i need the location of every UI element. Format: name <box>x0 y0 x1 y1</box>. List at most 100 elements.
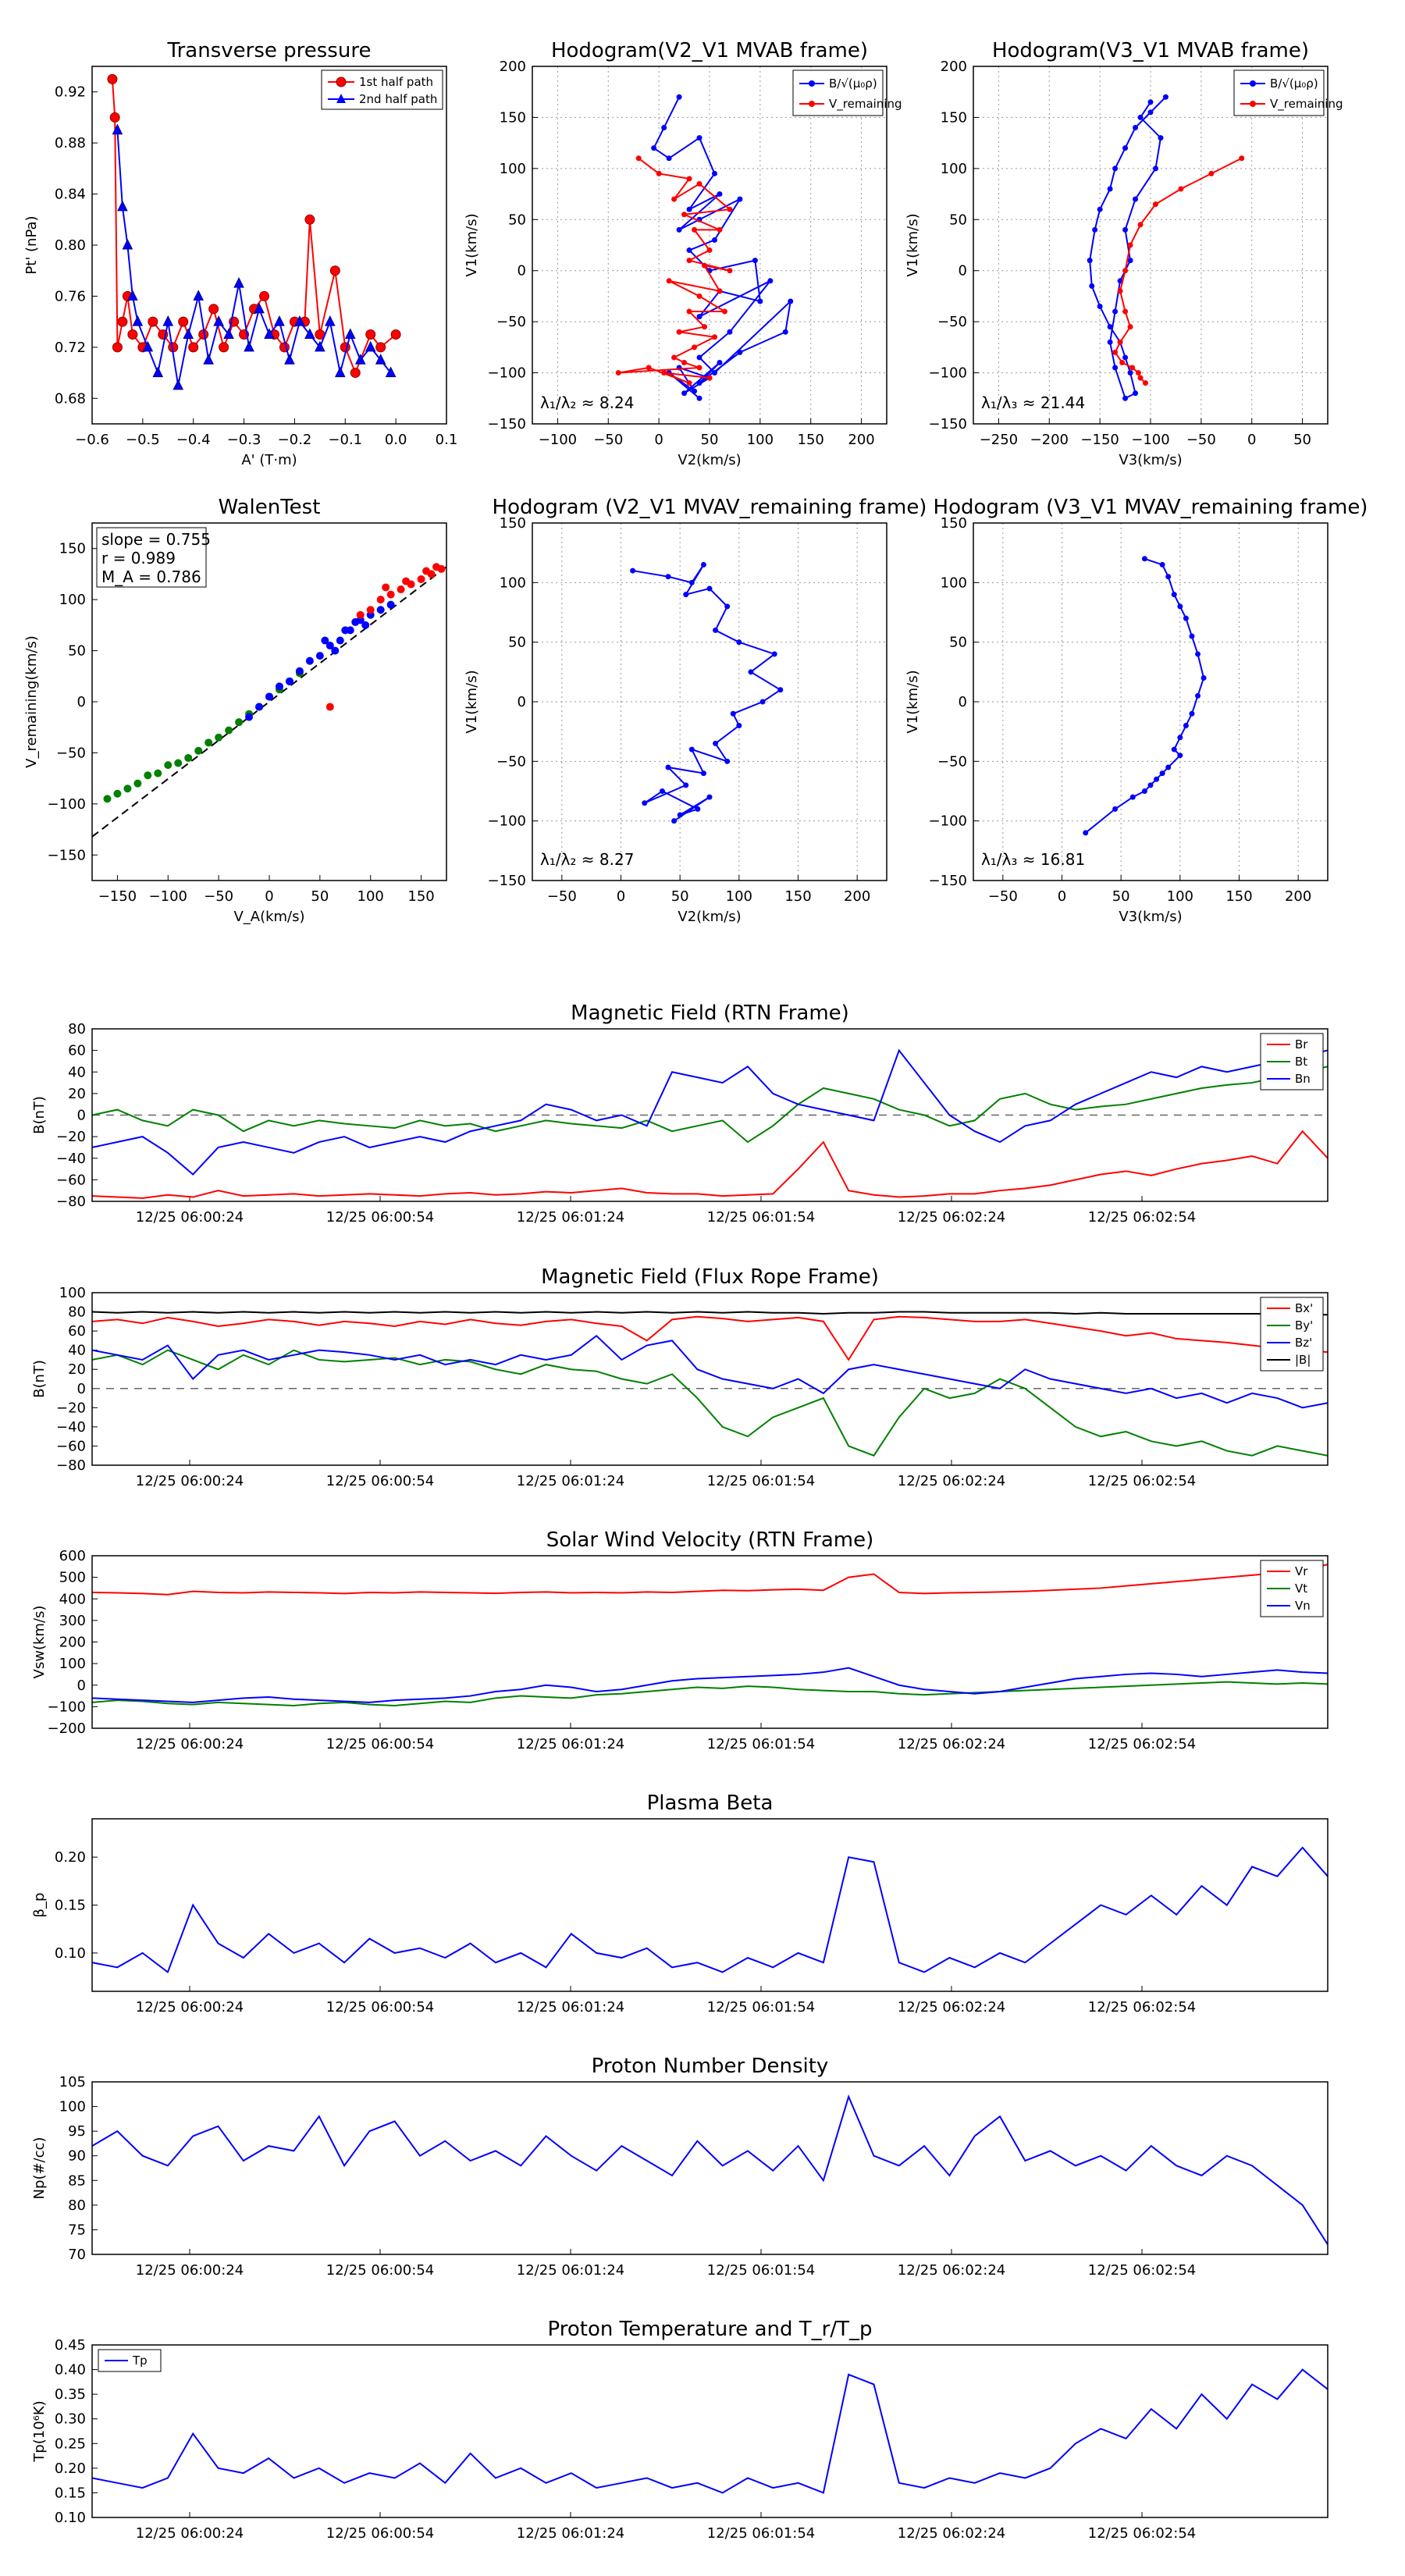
x-tick-label: 12/25 06:01:54 <box>707 1209 815 1226</box>
data-point <box>695 806 701 812</box>
data-point <box>1189 633 1195 639</box>
y-tick-label: −150 <box>929 416 967 432</box>
legend-marker <box>336 76 347 87</box>
data-point <box>677 812 683 818</box>
data-point <box>671 354 678 361</box>
y-tick-label: 150 <box>500 515 526 532</box>
y-tick-label: 75 <box>68 2222 86 2238</box>
data-point <box>711 170 717 176</box>
legend-label: Vn <box>1295 1599 1311 1613</box>
data-point <box>615 370 621 376</box>
data-point <box>382 583 390 592</box>
data-point <box>1137 222 1144 228</box>
y-tick-label: 0 <box>77 1381 86 1397</box>
data-point <box>1158 135 1164 141</box>
y-axis-label: V1(km/s) <box>464 213 480 276</box>
hodogram_v2v1_mvab-panel: −100 −50 0 50 100 150 200 −150 −100 −50 0 50 100 150 2… <box>464 39 902 468</box>
data-point <box>1087 258 1093 264</box>
x-tick-label: 12/25 06:02:24 <box>898 1736 1005 1752</box>
data-point <box>284 354 295 365</box>
data-point <box>417 575 425 583</box>
y-tick-label: 60 <box>68 1323 86 1340</box>
y-tick-label: 200 <box>500 59 526 75</box>
y-tick-label: 85 <box>68 2172 86 2189</box>
x-axis-label: A' (T·m) <box>241 452 297 468</box>
data-point <box>325 642 334 650</box>
data-point <box>1089 283 1095 289</box>
data-point <box>692 226 698 233</box>
x-tick-label: 12/25 06:02:54 <box>1088 1209 1196 1226</box>
y-axis-label: Pt' (nPa) <box>23 215 40 274</box>
y-tick-label: −200 <box>48 1720 86 1737</box>
legend-label: Bt <box>1295 1055 1307 1069</box>
data-point <box>208 304 219 315</box>
y-tick-label: 0.20 <box>55 2460 86 2477</box>
x-tick-label: 12/25 06:02:24 <box>898 2262 1005 2279</box>
x-tick-label: 0 <box>654 432 663 448</box>
data-point <box>305 656 314 665</box>
y-tick-label: 0.30 <box>55 2411 86 2428</box>
data-point <box>1129 365 1136 371</box>
series-line <box>632 564 782 822</box>
data-point <box>325 315 336 326</box>
data-point <box>329 265 340 276</box>
data-point <box>315 652 324 660</box>
series-line-tp <box>92 2368 1328 2494</box>
x-tick-label: 12/25 06:00:24 <box>136 1999 244 2016</box>
x-tick-label: −250 <box>980 432 1018 448</box>
data-point <box>661 370 667 376</box>
data-point <box>696 365 702 371</box>
data-point <box>1165 764 1172 770</box>
data-point <box>103 795 112 803</box>
plot-area <box>92 2094 1328 2245</box>
legend-label: V_remaining <box>829 97 902 112</box>
series-line-br <box>92 1130 1328 1199</box>
data-point <box>304 328 315 339</box>
y-tick-label: 105 <box>59 2074 86 2090</box>
legend-label: Bn <box>1295 1072 1311 1086</box>
y-tick-label: 100 <box>59 592 86 608</box>
data-point <box>365 340 376 352</box>
legend-label: Vr <box>1295 1564 1308 1578</box>
data-point <box>386 600 395 609</box>
series-line-bt <box>92 1066 1328 1144</box>
y-tick-label: 50 <box>949 212 967 228</box>
data-point <box>245 713 254 721</box>
y-tick-label: 300 <box>59 1613 86 1629</box>
data-point <box>1171 746 1177 753</box>
data-point <box>727 329 733 335</box>
y-tick-label: 100 <box>59 1656 86 1672</box>
x-tick-label: 0 <box>617 888 625 905</box>
data-point <box>174 759 183 767</box>
chart-title: Hodogram(V3_V1 MVAB frame) <box>992 39 1309 62</box>
data-point <box>1171 592 1177 598</box>
legend-label: Bx' <box>1295 1301 1313 1315</box>
x-tick-label: −200 <box>1030 432 1069 448</box>
data-point <box>1122 395 1129 401</box>
x-tick-label: 12/25 06:01:24 <box>517 1209 624 1226</box>
y-tick-label: 100 <box>500 161 526 177</box>
legend-marker <box>1250 101 1256 107</box>
y-tick-label: 70 <box>68 2247 86 2263</box>
plot-frame <box>532 522 887 881</box>
data-point <box>215 733 223 742</box>
legend-box <box>1233 69 1325 116</box>
y-tick-label: −80 <box>56 1194 86 1210</box>
x-tick-label: 50 <box>671 888 689 905</box>
data-point <box>752 258 758 264</box>
x-tick-label: 12/25 06:01:24 <box>517 1999 624 2016</box>
data-point <box>127 290 138 301</box>
mag_fluxrope-panel: Magnetic Field (Flux Rope Frame) B(nT) −80… <box>31 1265 1329 1489</box>
x-tick-label: 0 <box>265 888 273 905</box>
plot-area <box>107 73 401 390</box>
data-point <box>671 196 678 202</box>
x-tick-label: −150 <box>98 888 137 905</box>
data-point <box>692 388 698 394</box>
plot-frame <box>91 2344 1329 2518</box>
x-tick-label: 0.0 <box>385 432 407 448</box>
series-line-bx <box>92 1315 1328 1361</box>
data-point <box>331 646 340 655</box>
series-line-b <box>92 1311 1328 1316</box>
data-point <box>635 155 642 162</box>
data-point <box>1159 561 1165 568</box>
